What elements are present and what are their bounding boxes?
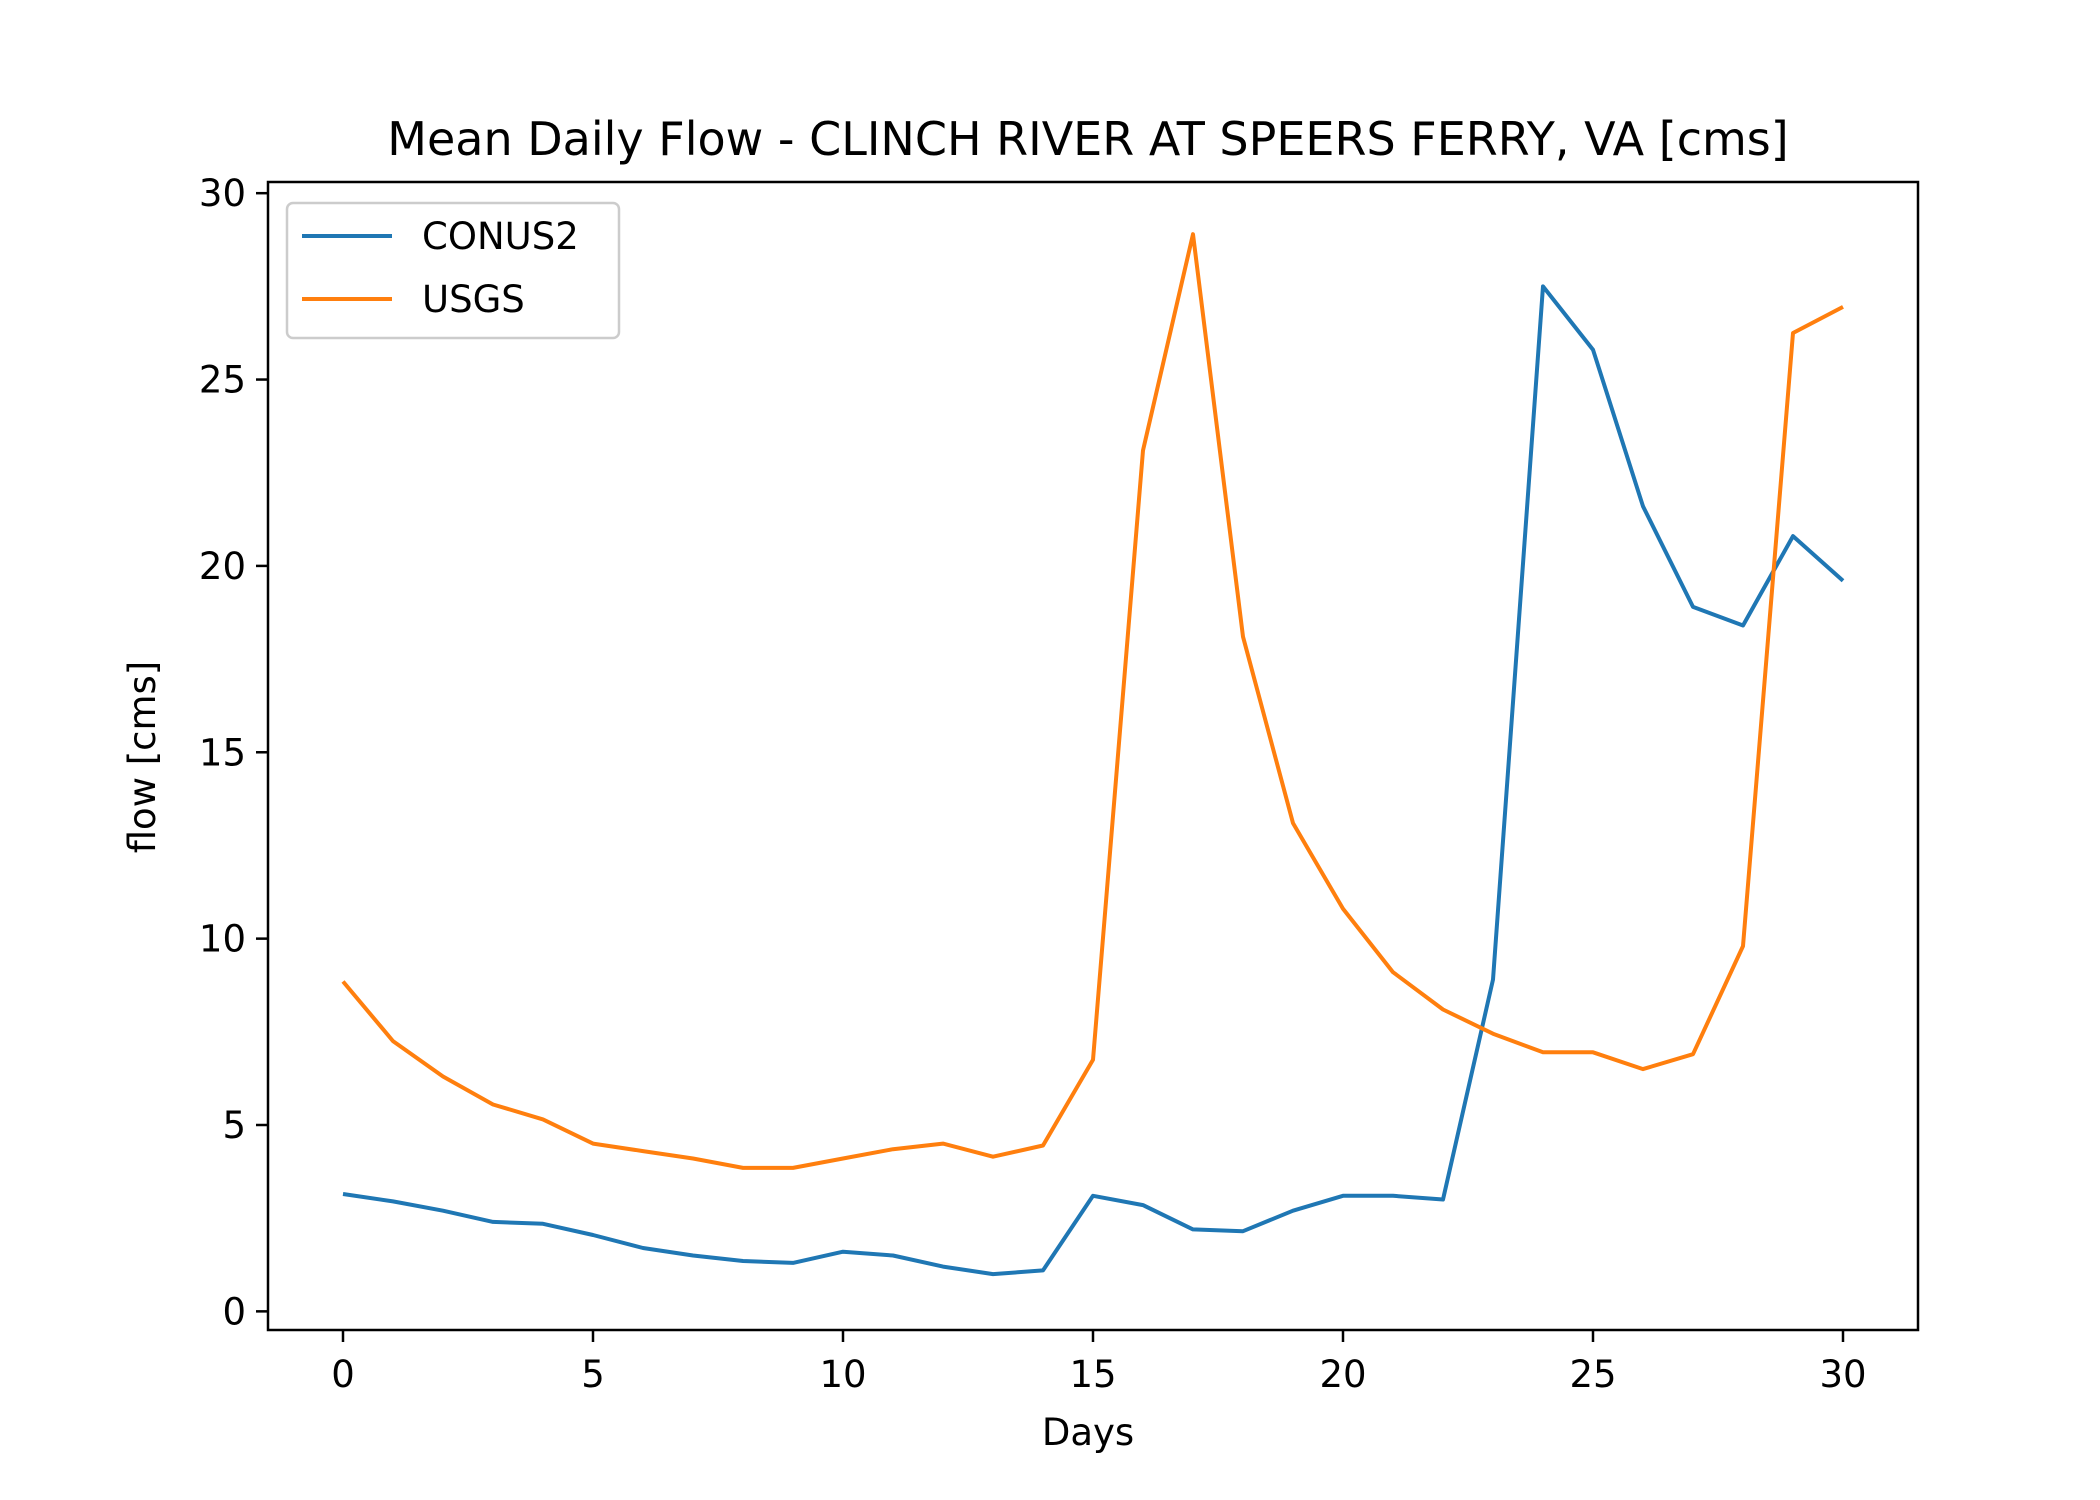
series-line-usgs (341, 232, 1844, 1170)
y-tick-label: 30 (199, 172, 246, 215)
y-axis-label: flow [cms] (121, 661, 164, 854)
x-tick-label: 30 (1819, 1353, 1866, 1396)
axis-ticks: 0 5 10 15 20 25 30 0 5 10 15 20 25 30 (199, 172, 1867, 1396)
series-line-conus2 (342, 284, 1845, 1277)
y-tick-label: 5 (222, 1104, 246, 1147)
y-tick-label: 15 (199, 731, 246, 774)
y-tick-label: 25 (199, 359, 246, 402)
x-tick-label: 0 (331, 1353, 355, 1396)
chart-title: Mean Daily Flow - CLINCH RIVER AT SPEERS… (387, 112, 1788, 166)
plot-frame (266, 180, 1920, 1332)
series-lines (341, 232, 1845, 1277)
x-tick-label: 15 (1069, 1353, 1116, 1396)
legend-label-conus2: CONUS2 (422, 215, 579, 258)
x-tick-label: 25 (1569, 1353, 1616, 1396)
y-tick-label: 20 (199, 545, 246, 588)
y-tick-label: 10 (199, 918, 246, 961)
x-tick-label: 5 (581, 1353, 605, 1396)
x-tick-label: 10 (819, 1353, 866, 1396)
legend: CONUS2 USGS (285, 201, 621, 340)
x-axis-label: Days (1042, 1411, 1134, 1454)
legend-label-usgs: USGS (422, 278, 525, 321)
y-tick-label: 0 (222, 1290, 246, 1333)
x-tick-label: 20 (1319, 1353, 1366, 1396)
